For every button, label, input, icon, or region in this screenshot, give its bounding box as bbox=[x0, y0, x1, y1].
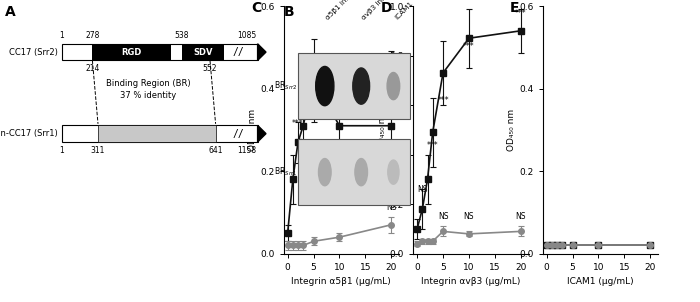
Text: 1: 1 bbox=[60, 31, 64, 40]
Text: 552: 552 bbox=[203, 64, 217, 73]
Bar bbox=[98, 125, 216, 142]
Text: 641: 641 bbox=[209, 146, 223, 155]
Text: ***: *** bbox=[292, 119, 304, 128]
Y-axis label: OD₄₅₀ nm: OD₄₅₀ nm bbox=[378, 109, 387, 151]
Text: **: ** bbox=[387, 98, 395, 107]
Circle shape bbox=[316, 66, 334, 106]
Text: D: D bbox=[381, 1, 392, 15]
X-axis label: Integrin α5β1 (µg/mL): Integrin α5β1 (µg/mL) bbox=[291, 277, 391, 286]
Text: SDV: SDV bbox=[193, 48, 213, 56]
Text: 1158: 1158 bbox=[237, 146, 256, 155]
Circle shape bbox=[388, 160, 399, 184]
Text: Binding Region (BR): Binding Region (BR) bbox=[106, 79, 190, 88]
Text: *: * bbox=[426, 178, 429, 187]
Polygon shape bbox=[258, 44, 266, 60]
Text: Non-CC17 (Srr1): Non-CC17 (Srr1) bbox=[0, 129, 57, 138]
Text: ICAM1: ICAM1 bbox=[393, 1, 414, 21]
Text: ***: *** bbox=[308, 53, 319, 62]
Bar bbox=[298, 53, 410, 119]
Text: B: B bbox=[284, 5, 295, 18]
Bar bbox=[182, 44, 224, 60]
Polygon shape bbox=[258, 125, 266, 142]
Text: ***: *** bbox=[298, 98, 309, 107]
Bar bbox=[62, 125, 258, 142]
Text: ***: *** bbox=[427, 141, 438, 150]
X-axis label: Integrin αvβ3 (µg/mL): Integrin αvβ3 (µg/mL) bbox=[421, 277, 520, 286]
Circle shape bbox=[353, 68, 370, 104]
Text: 1: 1 bbox=[60, 146, 64, 155]
Text: ***: *** bbox=[438, 96, 449, 105]
Bar bbox=[92, 44, 171, 60]
Text: 214: 214 bbox=[85, 64, 99, 73]
X-axis label: ICAM1 (µg/mL): ICAM1 (µg/mL) bbox=[567, 277, 634, 286]
Text: ***: *** bbox=[515, 9, 526, 18]
Text: A: A bbox=[5, 5, 16, 18]
Text: 37 % identity: 37 % identity bbox=[120, 92, 176, 100]
Circle shape bbox=[355, 159, 368, 186]
Text: NS: NS bbox=[515, 213, 526, 221]
Text: E: E bbox=[510, 1, 519, 15]
Text: NS: NS bbox=[438, 213, 448, 221]
Text: NS: NS bbox=[386, 204, 396, 212]
Text: CC17 (Srr2): CC17 (Srr2) bbox=[8, 48, 57, 56]
Text: 538: 538 bbox=[175, 31, 189, 40]
Text: //: // bbox=[232, 129, 244, 139]
Circle shape bbox=[318, 159, 331, 186]
Text: //: // bbox=[232, 47, 244, 57]
Text: αvβ3 integrin: αvβ3 integrin bbox=[361, 0, 400, 21]
Text: 1085: 1085 bbox=[237, 31, 256, 40]
Circle shape bbox=[387, 72, 400, 100]
Bar bbox=[62, 44, 258, 60]
Text: BR$_{Srr1}$: BR$_{Srr1}$ bbox=[274, 166, 297, 178]
Text: 311: 311 bbox=[91, 146, 105, 155]
Text: ***: *** bbox=[334, 55, 345, 64]
Bar bbox=[298, 139, 410, 205]
Text: RGD: RGD bbox=[121, 48, 142, 56]
Text: NS: NS bbox=[463, 213, 474, 221]
Y-axis label: OD₄₅₀ nm: OD₄₅₀ nm bbox=[508, 109, 517, 151]
Text: ***: *** bbox=[463, 42, 475, 51]
Text: α5β1 integrin: α5β1 integrin bbox=[325, 0, 363, 21]
Text: 278: 278 bbox=[85, 31, 99, 40]
Text: BR$_{Srr2}$: BR$_{Srr2}$ bbox=[274, 80, 297, 92]
Text: NS: NS bbox=[417, 185, 428, 194]
Text: C: C bbox=[251, 1, 261, 15]
Y-axis label: OD₄₅₀ nm: OD₄₅₀ nm bbox=[248, 109, 258, 151]
